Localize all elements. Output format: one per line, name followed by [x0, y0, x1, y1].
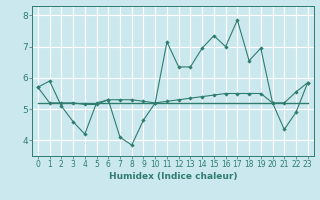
X-axis label: Humidex (Indice chaleur): Humidex (Indice chaleur) — [108, 172, 237, 181]
